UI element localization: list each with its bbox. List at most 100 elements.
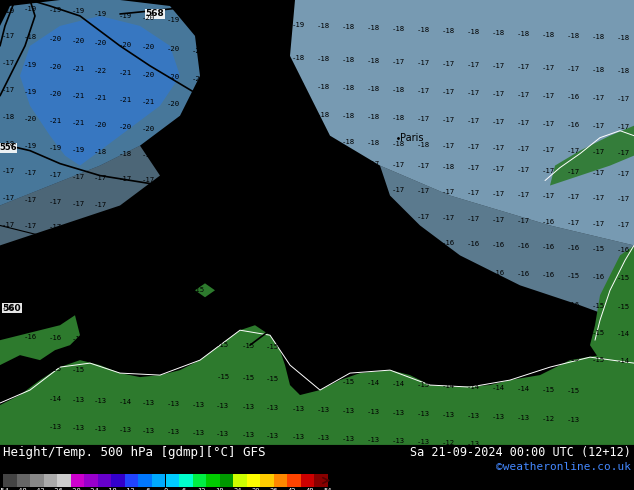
Text: -16: -16 xyxy=(467,298,479,304)
Text: -17: -17 xyxy=(72,200,84,206)
Text: -20: -20 xyxy=(23,116,37,122)
Text: -15: -15 xyxy=(72,282,84,288)
Polygon shape xyxy=(590,245,634,445)
Text: Paris: Paris xyxy=(400,133,424,143)
Text: Sa 21-09-2024 00:00 UTC (12+12): Sa 21-09-2024 00:00 UTC (12+12) xyxy=(410,446,631,459)
Text: -21: -21 xyxy=(119,97,132,103)
Text: -16: -16 xyxy=(517,300,529,306)
Text: -20: -20 xyxy=(72,38,84,44)
Text: -13: -13 xyxy=(292,434,304,440)
Text: -15: -15 xyxy=(541,301,555,307)
Text: -17: -17 xyxy=(93,174,107,181)
Text: 560: 560 xyxy=(3,304,22,313)
Polygon shape xyxy=(0,146,160,245)
Text: -16: -16 xyxy=(566,302,579,308)
Text: -16: -16 xyxy=(417,240,430,245)
Text: -13: -13 xyxy=(93,398,107,404)
Text: 12: 12 xyxy=(197,488,206,490)
Text: -17: -17 xyxy=(417,215,430,220)
Text: -17: -17 xyxy=(441,143,455,148)
Text: -19: -19 xyxy=(242,20,255,26)
Text: -18: -18 xyxy=(441,164,455,170)
Text: -20: -20 xyxy=(167,101,179,107)
Text: -16: -16 xyxy=(566,122,579,128)
Text: -12: -12 xyxy=(541,416,555,422)
Text: -18: -18 xyxy=(242,156,255,162)
Text: -13: -13 xyxy=(292,406,304,412)
Text: -14: -14 xyxy=(467,352,479,358)
Text: 24: 24 xyxy=(233,488,242,490)
Text: -17: -17 xyxy=(491,145,505,150)
Text: -13: -13 xyxy=(216,403,229,409)
Text: -17: -17 xyxy=(342,212,354,218)
Text: -15: -15 xyxy=(417,350,430,356)
Text: -16: -16 xyxy=(391,267,404,272)
Text: -15: -15 xyxy=(191,341,205,347)
Text: -20: -20 xyxy=(141,72,155,78)
Text: -17: -17 xyxy=(616,222,630,228)
Text: -16: -16 xyxy=(1,305,15,311)
Text: -17: -17 xyxy=(517,219,529,224)
Polygon shape xyxy=(550,126,634,186)
Text: -15: -15 xyxy=(316,346,330,352)
Text: -17: -17 xyxy=(93,201,107,207)
Text: -16: -16 xyxy=(93,226,107,232)
Bar xyxy=(287,474,301,487)
Text: -15: -15 xyxy=(266,376,278,382)
Text: -17: -17 xyxy=(119,175,132,182)
Text: -16: -16 xyxy=(467,242,479,247)
Text: -17: -17 xyxy=(292,210,304,216)
Polygon shape xyxy=(290,0,634,245)
Text: -15: -15 xyxy=(366,348,380,354)
Text: -17: -17 xyxy=(417,188,430,194)
Text: -17: -17 xyxy=(23,223,37,229)
Text: -17: -17 xyxy=(592,148,605,155)
Text: -16: -16 xyxy=(366,238,380,244)
Text: -15: -15 xyxy=(191,314,205,320)
Text: -16: -16 xyxy=(242,260,255,267)
Text: -16: -16 xyxy=(541,272,555,278)
Text: -16: -16 xyxy=(191,230,205,237)
Bar xyxy=(112,474,125,487)
Text: -19: -19 xyxy=(48,145,61,150)
Text: -15: -15 xyxy=(292,377,304,383)
Bar xyxy=(57,474,71,487)
Text: -18: -18 xyxy=(417,142,430,147)
Text: -17: -17 xyxy=(216,179,229,186)
Text: -16: -16 xyxy=(517,244,529,249)
Text: -17: -17 xyxy=(191,205,205,212)
Text: -16: -16 xyxy=(119,227,132,233)
Text: -17: -17 xyxy=(72,225,84,231)
Text: -15: -15 xyxy=(417,382,430,388)
Text: -19: -19 xyxy=(216,19,229,25)
Text: -16: -16 xyxy=(1,364,15,370)
Text: -21: -21 xyxy=(72,120,84,126)
Text: -13: -13 xyxy=(517,415,529,421)
Text: -18: -18 xyxy=(592,34,605,40)
Text: -15: -15 xyxy=(541,387,555,393)
Text: -20: -20 xyxy=(141,126,155,132)
Text: -15: -15 xyxy=(216,374,230,380)
Text: -19: -19 xyxy=(266,54,278,60)
Text: -17: -17 xyxy=(292,183,304,189)
Text: -17: -17 xyxy=(242,207,255,214)
Text: -15: -15 xyxy=(119,255,132,261)
Text: -16: -16 xyxy=(266,261,278,268)
Text: -17: -17 xyxy=(441,117,455,122)
Text: -13: -13 xyxy=(366,409,380,415)
Text: -19: -19 xyxy=(292,22,304,28)
Text: -17: -17 xyxy=(491,166,505,171)
Text: -17: -17 xyxy=(216,206,229,213)
Text: -15: -15 xyxy=(342,379,354,385)
Text: -13: -13 xyxy=(417,439,430,445)
Text: -16: -16 xyxy=(23,280,37,286)
Text: -18: -18 xyxy=(566,33,579,39)
Text: -15: -15 xyxy=(119,338,132,344)
Text: -15: -15 xyxy=(316,319,330,325)
Text: 36: 36 xyxy=(269,488,278,490)
Text: -15: -15 xyxy=(616,275,630,281)
Text: -18: -18 xyxy=(316,138,330,144)
Text: -13: -13 xyxy=(342,436,354,442)
Text: -20: -20 xyxy=(167,46,179,52)
Text: -18: -18 xyxy=(119,150,132,157)
